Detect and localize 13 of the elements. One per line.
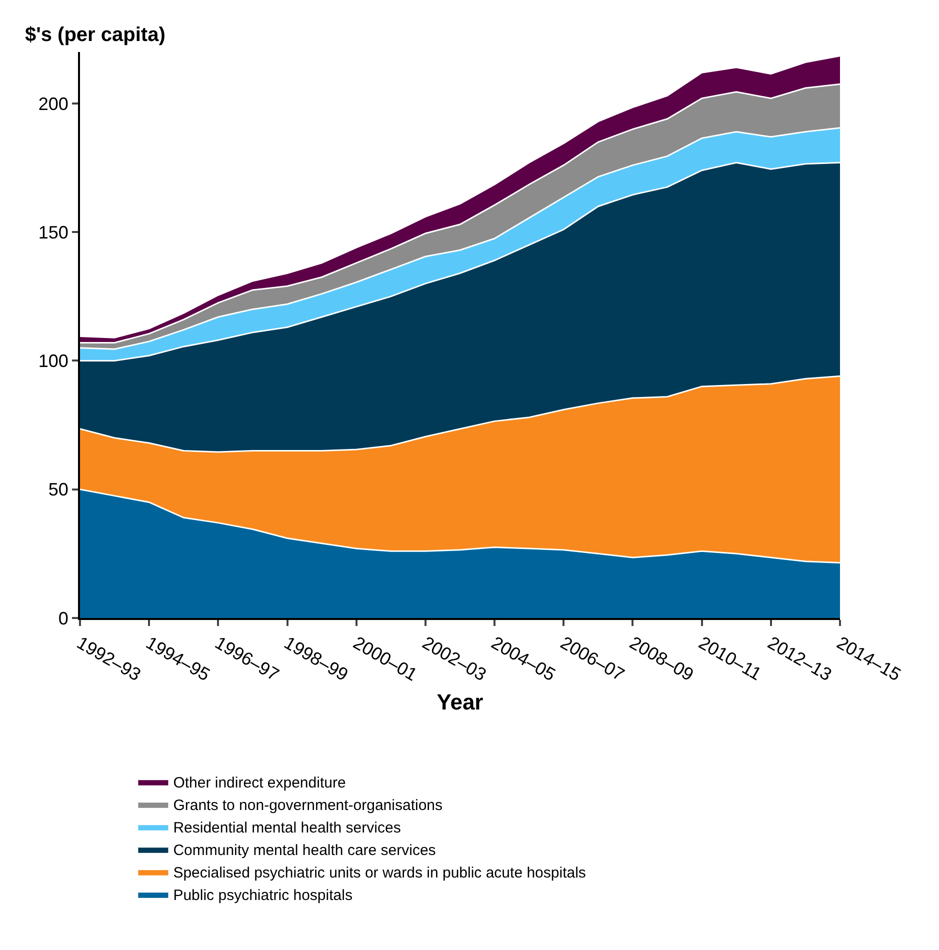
legend-label: Residential mental health services bbox=[173, 819, 401, 836]
y-tick-label: 200 bbox=[38, 94, 68, 114]
legend-label: Other indirect expenditure bbox=[173, 774, 346, 792]
y-tick-label: 0 bbox=[58, 608, 68, 628]
legend-label: Community mental health care services bbox=[173, 842, 436, 859]
legend-label: Public psychiatric hospitals bbox=[173, 886, 352, 904]
legend-label: Grants to non-government-organisations bbox=[173, 796, 443, 814]
x-axis-title: Year bbox=[436, 689, 484, 714]
y-tick-label: 100 bbox=[38, 351, 68, 372]
y-tick-label: 50 bbox=[48, 480, 68, 500]
y-axis-title: $'s (per capita) bbox=[25, 24, 166, 46]
legend-label: Specialised psychiatric units or wards in public acute hospitals bbox=[173, 864, 586, 882]
y-tick-label: 150 bbox=[38, 222, 68, 242]
